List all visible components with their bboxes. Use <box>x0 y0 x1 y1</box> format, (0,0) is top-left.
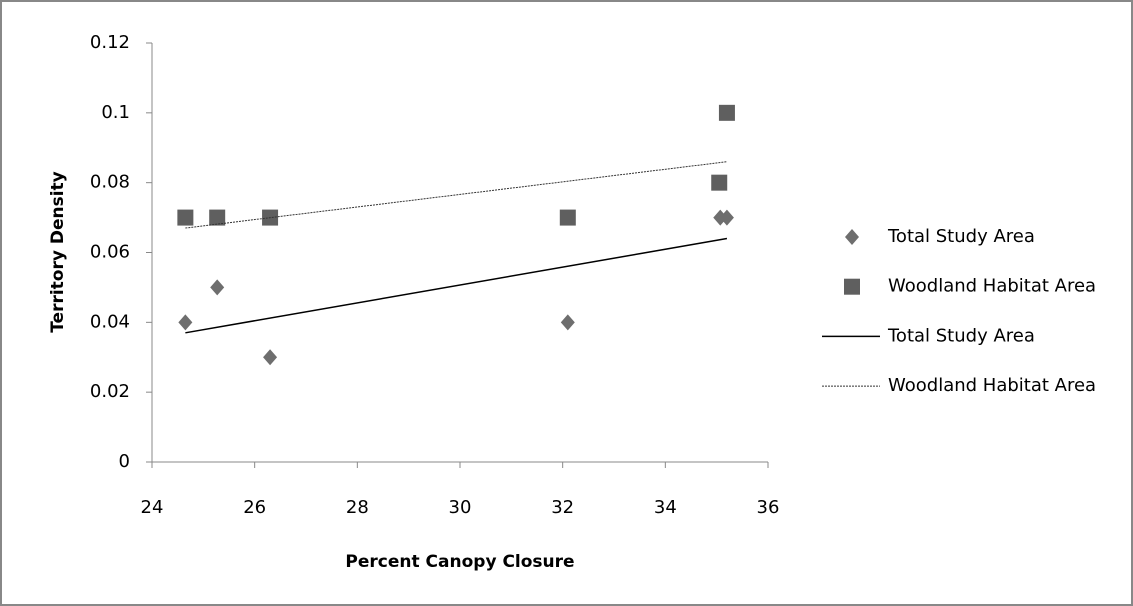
legend-label: Total Study Area <box>887 226 1035 247</box>
x-tick-label: 26 <box>243 497 266 518</box>
data-point <box>559 209 576 226</box>
y-tick-label: 0.1 <box>101 102 130 123</box>
data-point <box>560 314 575 331</box>
x-tick-label: 24 <box>141 497 164 518</box>
data-point <box>178 314 193 331</box>
legend-swatch <box>844 278 860 295</box>
x-tick-label: 32 <box>551 497 574 518</box>
y-tick-label: 0.06 <box>90 242 130 263</box>
y-tick-label: 0.08 <box>90 172 130 193</box>
y-tick-label: 0.04 <box>90 311 130 332</box>
y-tick-label: 0 <box>119 451 130 472</box>
y-axis-title: Territory Density <box>48 171 68 333</box>
x-tick-label: 30 <box>449 497 472 518</box>
legend-label: Woodland Habitat Area <box>888 276 1096 297</box>
trend-line <box>185 237 728 334</box>
data-point <box>210 279 225 296</box>
x-tick-label: 28 <box>346 497 369 518</box>
y-tick-label: 0.02 <box>90 381 130 402</box>
legend-label: Woodland Habitat Area <box>888 375 1096 396</box>
data-point <box>719 209 734 226</box>
y-tick-label: 0.12 <box>90 32 130 53</box>
data-point <box>209 209 226 226</box>
x-tick-label: 34 <box>654 497 677 518</box>
legend-label: Total Study Area <box>887 325 1035 346</box>
data-point <box>718 104 735 121</box>
x-tick-label: 36 <box>757 497 780 518</box>
data-point <box>263 349 278 366</box>
data-point <box>177 209 194 226</box>
data-point <box>711 174 728 191</box>
legend-swatch <box>845 229 859 245</box>
trend-line <box>185 161 727 229</box>
x-axis-title: Percent Canopy Closure <box>345 552 574 572</box>
